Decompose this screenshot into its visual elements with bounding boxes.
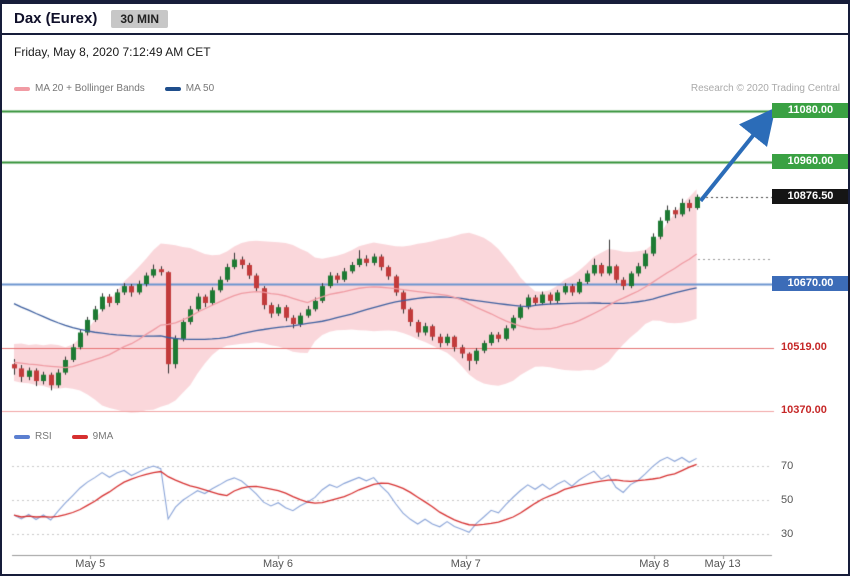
- chart-header: Dax (Eurex) 30 MIN: [2, 4, 848, 35]
- resistance-level-2-label: 11080.00: [772, 103, 848, 119]
- rsi-gridline-label: 70: [781, 460, 794, 472]
- rsi-legend-label: RSI: [35, 431, 52, 442]
- rsi-9ma-swatch-icon: [71, 434, 88, 439]
- rsi-gridline-label: 50: [781, 494, 794, 506]
- instrument-title: Dax (Eurex): [14, 10, 98, 27]
- last-price-level-label: 10876.50: [772, 189, 848, 205]
- rsi-9ma-legend-label: 9MA: [92, 431, 114, 442]
- rsi-gridline-label: 30: [781, 528, 794, 540]
- x-axis-label: May 13: [704, 558, 741, 570]
- x-axis-label: May 6: [263, 558, 293, 570]
- legend-rsi-9ma: 9MA: [71, 431, 114, 442]
- x-axis-label: May 7: [450, 558, 481, 570]
- main-chart-legend: MA 20 + Bollinger Bands MA 50 Research ©…: [14, 83, 840, 94]
- x-axis-label: May 5: [75, 558, 106, 570]
- legend-ma20-bollinger: MA 20 + Bollinger Bands: [14, 83, 145, 94]
- timeframe-badge[interactable]: 30 MIN: [111, 9, 169, 28]
- candlestick-chart-canvas[interactable]: [2, 100, 848, 430]
- ma20-bollinger-legend-label: MA 20 + Bollinger Bands: [35, 83, 145, 94]
- ma50-swatch-icon: [164, 86, 181, 91]
- chart-datetime: Friday, May 8, 2020 7:12:49 AM CET: [14, 45, 211, 59]
- support-level-1-label: 10519.00: [781, 341, 827, 354]
- rsi-legend: RSI 9MA: [14, 431, 133, 442]
- resistance-level-1-label: 10960.00: [772, 154, 848, 170]
- ma20-bollinger-swatch-icon: [14, 86, 30, 91]
- rsi-chart-canvas[interactable]: [2, 447, 848, 559]
- x-axis-label: May 8: [639, 558, 670, 570]
- pivot-level-label: 10670.00: [772, 276, 848, 292]
- ma50-legend-label: MA 50: [185, 83, 215, 94]
- support-level-2-label: 10370.00: [781, 404, 827, 417]
- rsi-swatch-icon: [14, 434, 30, 439]
- legend-ma50: MA 50: [164, 83, 215, 94]
- research-credit: Research © 2020 Trading Central: [690, 83, 840, 94]
- legend-rsi-line: RSI: [14, 431, 52, 442]
